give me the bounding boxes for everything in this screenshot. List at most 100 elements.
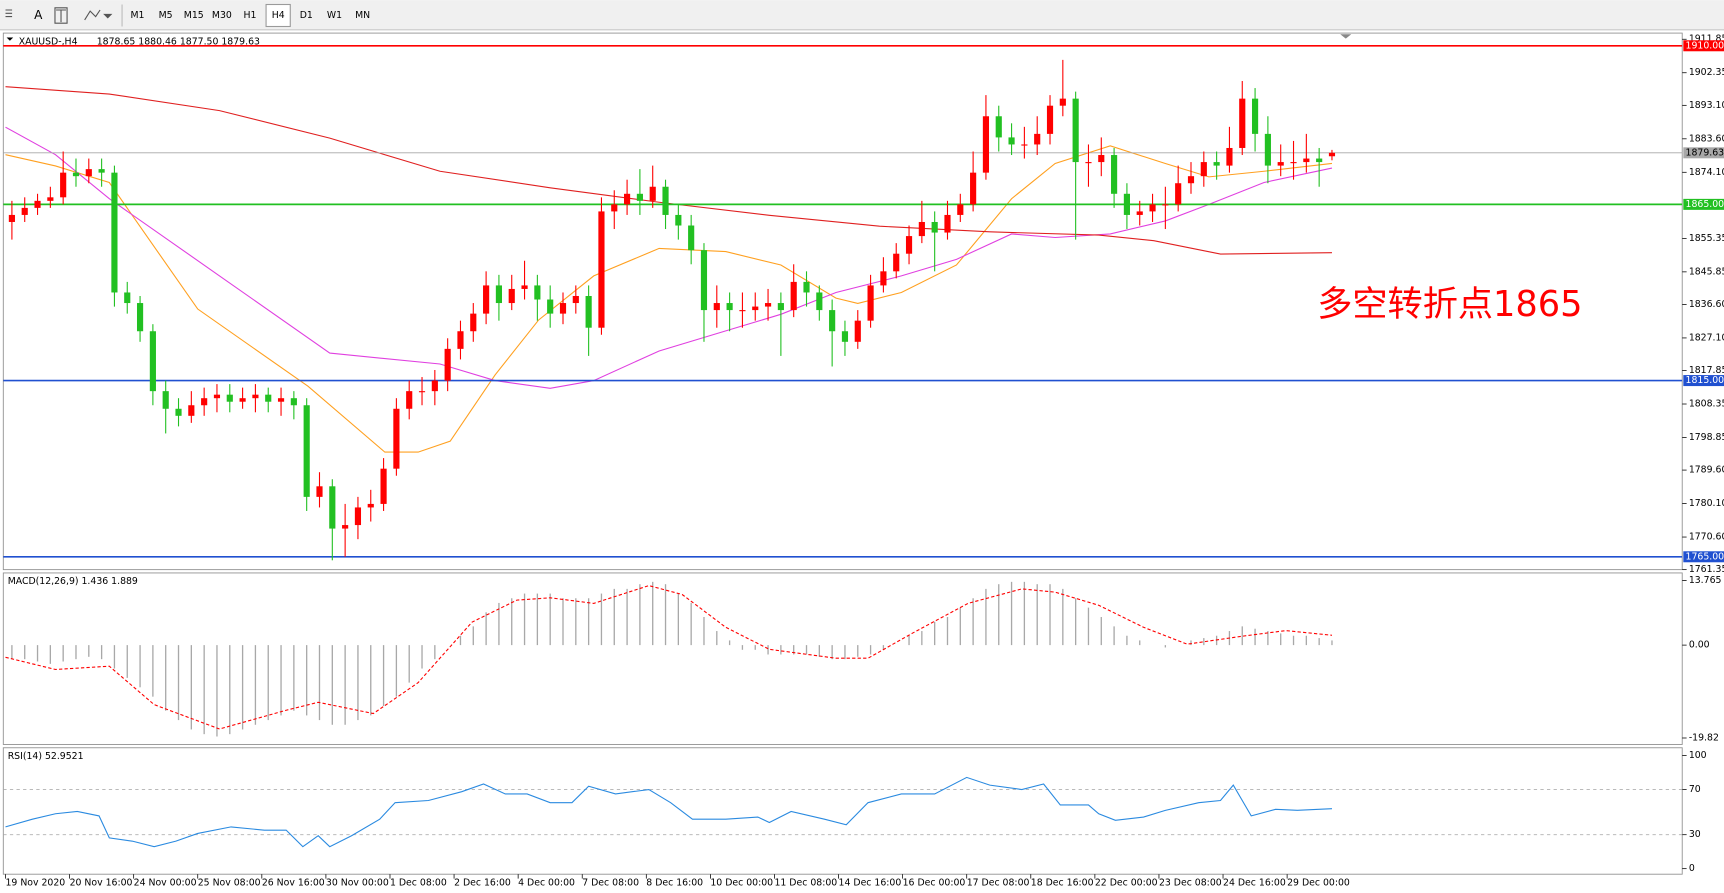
icon-text[interactable]	[54, 7, 68, 24]
icon-lines[interactable]	[5, 9, 13, 18]
indicator-title: XAUUSD-,H4	[19, 36, 78, 47]
shift-marker[interactable]	[1340, 34, 1352, 39]
candle-body	[649, 186, 656, 201]
timeframe-button[interactable]: H4	[272, 10, 285, 21]
candle-body	[1123, 193, 1130, 215]
indicator-title: MACD(12,26,9) 1.436 1.889	[8, 576, 138, 587]
timeframe-button[interactable]: D1	[300, 10, 313, 21]
candle-body	[1008, 137, 1015, 145]
timeframe-button[interactable]: H1	[244, 10, 257, 21]
toolbar-icons	[5, 4, 123, 27]
candle-body	[60, 172, 67, 198]
candle-body	[829, 310, 836, 332]
y-tick-label: 1911.85	[1689, 34, 1724, 45]
candle-body	[970, 172, 977, 205]
candle-body	[1136, 211, 1143, 215]
candle-body	[521, 285, 528, 289]
level-price-label: 1765.00	[1686, 551, 1724, 562]
candle-body	[841, 331, 849, 342]
x-tick-label: 30 Nov 00:00	[326, 877, 389, 888]
y-tick-label: 1798.85	[1689, 432, 1724, 443]
candle-body	[367, 503, 374, 508]
y-tick-label: 1902.35	[1689, 67, 1724, 78]
candle-body	[508, 288, 515, 304]
x-tick-label: 22 Dec 00:00	[1095, 877, 1158, 888]
y-tick-label: 30	[1689, 829, 1701, 840]
icon-arrows[interactable]	[84, 9, 101, 21]
chart-frames	[2, 32, 1683, 875]
timeframe-button[interactable]: MN	[355, 10, 370, 21]
candle-body	[393, 408, 400, 469]
timeframe-button[interactable]: M30	[212, 10, 232, 21]
timeframe-button[interactable]: M5	[159, 10, 173, 21]
y-tick-label: 1770.60	[1689, 532, 1724, 543]
candle-body	[483, 285, 490, 314]
x-tick-label: 20 Nov 16:00	[70, 877, 133, 888]
timeframe-button[interactable]: W1	[327, 10, 342, 21]
candle-body	[290, 398, 297, 406]
candle-body	[1111, 155, 1118, 194]
x-tick-label: 24 Dec 16:00	[1223, 877, 1286, 888]
candle-body	[1200, 162, 1207, 177]
tool-text-button[interactable]: A	[34, 8, 43, 22]
level-price-label: 1879.63	[1686, 147, 1724, 158]
level-price-tag	[1683, 198, 1724, 210]
x-tick-label: 18 Dec 16:00	[1031, 877, 1094, 888]
candle-body	[470, 313, 477, 332]
candle-body	[1264, 133, 1271, 166]
candle-body	[418, 391, 426, 393]
y-tick-label: 100	[1689, 750, 1707, 761]
y-tick-label: -19.82	[1689, 732, 1719, 743]
moving-average	[5, 86, 1332, 255]
candle-body	[124, 292, 131, 304]
candle-body	[688, 225, 695, 251]
candle-body	[8, 214, 15, 222]
candle-body	[1175, 183, 1182, 205]
panel: XAUUSD-,H4 1878.65 1880.46 1877.50 1879.6…	[3, 34, 1724, 575]
candle-body	[700, 250, 708, 311]
icon-dropdown[interactable]	[103, 13, 113, 19]
candle-body	[636, 193, 643, 201]
rsi-line	[5, 776, 1333, 848]
candle-body	[790, 281, 797, 311]
x-tick-label: 26 Nov 16:00	[262, 877, 325, 888]
x-tick-label: 1 Dec 08:00	[390, 877, 447, 888]
candle-body	[98, 169, 105, 173]
level-price-tag	[1683, 375, 1724, 387]
candle-body	[277, 398, 285, 402]
timeframe-button[interactable]: M15	[184, 10, 204, 21]
ohlc-readout: 1878.65 1880.46 1877.50 1879.63	[97, 36, 260, 47]
candle-body	[495, 285, 502, 304]
candle-body	[85, 169, 92, 177]
candle-body	[1213, 162, 1220, 166]
chart-menu-arrow[interactable]	[6, 37, 14, 41]
level-price-label: 1815.00	[1686, 375, 1724, 386]
level-price-label: 1910.00	[1686, 40, 1724, 51]
candle-body	[1034, 133, 1041, 145]
rsi-frame	[2, 747, 1683, 875]
x-tick-label: 4 Dec 00:00	[518, 877, 575, 888]
candle-body	[931, 221, 938, 233]
candle-body	[534, 285, 541, 300]
candle-body	[611, 204, 618, 212]
candle-body	[777, 303, 784, 311]
candle-body	[265, 394, 272, 402]
candle-body	[726, 303, 733, 311]
y-tick-label: 1827.10	[1689, 332, 1724, 343]
candle-body	[752, 306, 759, 311]
y-tick-label: 1808.35	[1689, 399, 1724, 410]
x-tick-label: 16 Dec 00:00	[903, 877, 966, 888]
candle-body	[713, 303, 720, 311]
candle-body	[1187, 176, 1195, 184]
timeframe-button[interactable]: M1	[130, 10, 144, 21]
candle-body	[1277, 162, 1284, 166]
candle-body	[226, 394, 233, 402]
candle-body	[675, 214, 682, 226]
candle-body	[303, 405, 310, 497]
candle-body	[1226, 147, 1233, 166]
candle-body	[72, 172, 80, 177]
x-tick-label: 14 Dec 16:00	[839, 877, 902, 888]
macd-frame	[2, 572, 1683, 745]
moving-average	[5, 126, 1333, 389]
